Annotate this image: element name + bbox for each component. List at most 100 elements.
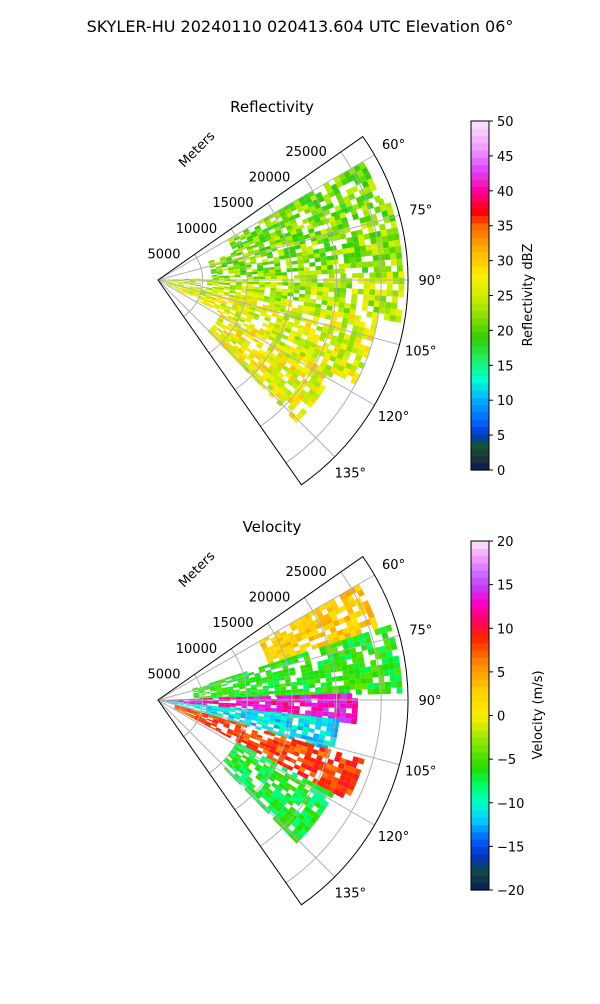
sweep-cell — [207, 701, 213, 703]
sweep-cell — [327, 265, 333, 270]
sweep-cell — [322, 292, 328, 297]
sweep-cell — [354, 246, 361, 252]
range-tick-label: 10000 — [176, 222, 217, 237]
sweep-cell — [294, 289, 300, 293]
sweep-cell — [349, 252, 355, 258]
sweep-cell — [282, 695, 288, 698]
sweep-cell — [236, 701, 242, 703]
sweep-cell — [375, 653, 382, 660]
sweep-cell — [370, 278, 376, 284]
sweep-cell — [328, 296, 334, 301]
sweep-cell — [282, 705, 288, 709]
colorbar-segment — [471, 150, 489, 158]
sweep-cell — [298, 263, 304, 267]
sweep-cell — [334, 712, 340, 717]
sweep-cell — [248, 702, 254, 705]
azimuth-tick-label: 135° — [335, 466, 366, 481]
sweep-cell — [314, 257, 320, 262]
sweep-cell — [292, 268, 298, 272]
sweep-cell — [292, 689, 298, 693]
sweep-cell — [396, 681, 402, 688]
reflectivity-radial-label: Meters — [176, 129, 218, 171]
sweep-cell — [293, 714, 299, 718]
sweep-cell — [298, 297, 304, 302]
sweep-cell — [300, 702, 306, 706]
sweep-cell — [311, 274, 317, 278]
sweep-cell — [213, 701, 219, 703]
sweep-cell — [303, 684, 309, 688]
colorbar-segment — [471, 325, 489, 333]
range-tick-label: 5000 — [147, 247, 180, 262]
sweep-cell — [335, 703, 341, 708]
sweep-cell — [265, 285, 271, 288]
sweep-cell — [386, 290, 392, 296]
colorbar-tick-label: 10 — [497, 394, 514, 409]
colorbar-segment — [471, 679, 489, 687]
sweep-cell — [333, 302, 339, 307]
sweep-cell — [306, 703, 312, 707]
sweep-cell — [368, 300, 374, 306]
sweep-cell — [293, 297, 299, 301]
sweep-cell — [300, 282, 306, 286]
sweep-cell — [399, 278, 405, 284]
sweep-cell — [329, 278, 335, 283]
colorbar-segment — [471, 172, 489, 180]
sweep-cell — [329, 287, 335, 292]
sweep-cell — [358, 289, 364, 295]
colorbar-segment — [471, 383, 489, 391]
colorbar-segment — [471, 426, 489, 434]
colorbar-segment — [471, 883, 489, 891]
colorbar-tick-label: −15 — [497, 840, 524, 855]
sweep-cell — [248, 277, 254, 280]
azimuth-tick-label: 90° — [418, 694, 441, 709]
sweep-cell — [370, 660, 377, 667]
sweep-cell — [315, 266, 321, 271]
sweep-cell — [363, 289, 369, 295]
colorbar-segment — [471, 259, 489, 267]
sweep-cell — [385, 266, 391, 272]
reflectivity-sweep — [161, 161, 405, 423]
sweep-cell — [313, 670, 319, 675]
colorbar-segment — [471, 774, 489, 782]
sweep-cell — [372, 249, 378, 255]
sweep-cell — [259, 284, 265, 287]
sweep-cell — [323, 283, 329, 288]
sweep-cell — [334, 708, 340, 713]
sweep-cell — [388, 663, 395, 670]
colorbar-segment — [471, 368, 489, 376]
colorbar-segment — [471, 723, 489, 731]
sweep-cell — [309, 684, 315, 689]
colorbar-segment — [471, 288, 489, 296]
colorbar-segment — [471, 245, 489, 253]
colorbar-segment — [471, 441, 489, 449]
sweep-cell — [327, 686, 333, 691]
sweep-cell — [359, 662, 366, 668]
colorbar-tick-label: 0 — [497, 464, 505, 479]
sweep-cell — [311, 694, 317, 698]
sweep-cell — [371, 665, 378, 671]
sweep-cell — [339, 302, 345, 308]
sweep-cell — [335, 698, 341, 703]
colorbar-segment — [471, 788, 489, 796]
sweep-cell — [323, 287, 329, 292]
sweep-cell — [335, 278, 341, 283]
sweep-cell — [253, 696, 259, 699]
colorbar-segment — [471, 194, 489, 202]
sweep-cell — [360, 667, 367, 673]
colorbar-segment — [471, 716, 489, 724]
range-tick-label: 25000 — [285, 145, 326, 160]
sweep-cell — [265, 276, 271, 279]
sweep-cell — [365, 244, 372, 250]
sweep-cell — [221, 684, 227, 687]
colorbar-segment — [471, 455, 489, 463]
sweep-cell — [389, 315, 396, 322]
sweep-cell — [258, 271, 264, 274]
sweep-cell — [380, 229, 387, 236]
sweep-cell — [319, 248, 325, 253]
sweep-cell — [277, 276, 283, 279]
sweep-cell — [219, 698, 225, 700]
sweep-cell — [339, 718, 345, 723]
